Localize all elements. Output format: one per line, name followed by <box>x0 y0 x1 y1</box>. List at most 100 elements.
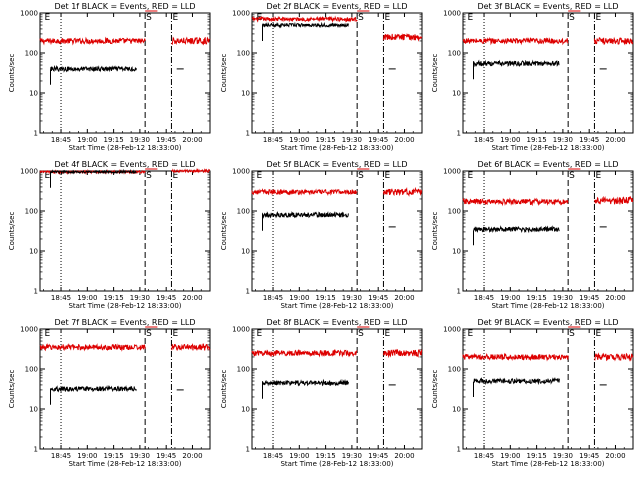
y-axis-label: Counts/sec <box>220 370 228 409</box>
x-tick-label: 20:00 <box>605 136 625 144</box>
x-axis-label: Start Time (28-Feb-12 18:33:00) <box>68 302 181 310</box>
x-axis-label: Start Time (28-Feb-12 18:33:00) <box>68 460 181 468</box>
event-marker-label: E <box>257 329 263 339</box>
lld-series-line <box>171 36 211 46</box>
y-tick-label: 1000 <box>232 168 250 176</box>
lld-series-line <box>382 186 423 197</box>
y-tick-label: 1000 <box>232 10 250 18</box>
x-tick-label: 19:30 <box>553 452 573 460</box>
x-tick-label: 19:45 <box>156 452 176 460</box>
y-tick-label: 10 <box>29 406 38 414</box>
chart-title: Det 1f BLACK = Events, RED = LLD <box>54 2 195 11</box>
y-tick-label: 100 <box>237 208 250 216</box>
x-tick-label: 20:00 <box>182 294 202 302</box>
x-tick-label: 19:15 <box>104 136 124 144</box>
x-tick-label: 19:00 <box>77 136 97 144</box>
x-tick-label: 20:00 <box>394 294 414 302</box>
lld-series-line <box>39 36 146 46</box>
lld-series-line <box>251 348 358 358</box>
event-marker-label: E <box>45 171 51 181</box>
event-marker-label: E <box>468 171 474 181</box>
x-tick-label: 19:45 <box>368 136 388 144</box>
x-axis-label: Start Time (28-Feb-12 18:33:00) <box>491 460 604 468</box>
lld-series-line <box>171 167 211 174</box>
x-tick-label: 19:30 <box>342 452 362 460</box>
x-tick-label: 20:00 <box>394 452 414 460</box>
y-tick-label: 1 <box>246 288 250 296</box>
event-marker-label: S <box>146 329 152 339</box>
event-marker-label: E <box>172 171 178 181</box>
x-tick-label: 19:45 <box>368 452 388 460</box>
x-tick-label: 19:15 <box>104 452 124 460</box>
events-series-line <box>262 378 349 399</box>
y-tick-label: 1 <box>34 130 38 138</box>
lld-series-line <box>594 352 634 362</box>
x-tick-label: 19:30 <box>130 452 150 460</box>
y-tick-label: 1000 <box>232 326 250 334</box>
lld-series-line <box>251 15 358 23</box>
event-marker-label: E <box>595 171 601 181</box>
chart-title: Det 2f BLACK = Events, RED = LLD <box>266 2 407 11</box>
y-tick-label: 10 <box>452 90 461 98</box>
events-series-line <box>473 59 560 80</box>
y-tick-label: 1 <box>457 446 461 454</box>
y-tick-label: 1 <box>457 130 461 138</box>
chart-title: Det 3f BLACK = Events, RED = LLD <box>477 2 618 11</box>
lld-series-line <box>462 197 569 207</box>
lld-series-line <box>462 352 569 362</box>
y-tick-label: 100 <box>25 366 38 374</box>
x-axis-label: Start Time (28-Feb-12 18:33:00) <box>491 302 604 310</box>
y-axis-label: Counts/sec <box>8 54 16 93</box>
event-marker-label: E <box>468 13 474 23</box>
chart-panel: Det 4f BLACK = Events, RED = LLD 1 10 100 10… <box>8 160 211 310</box>
event-marker-label: E <box>384 171 390 181</box>
plot-frame <box>251 170 423 292</box>
y-tick-label: 100 <box>448 208 461 216</box>
event-marker-label: E <box>595 13 601 23</box>
x-tick-label: 19:45 <box>579 294 599 302</box>
x-tick-label: 18:45 <box>474 294 494 302</box>
event-marker-label: S <box>146 171 152 181</box>
y-tick-label: 10 <box>452 248 461 256</box>
event-marker-label: S <box>358 329 364 339</box>
plot-frame <box>39 328 211 450</box>
x-tick-label: 19:15 <box>527 136 547 144</box>
events-series-line <box>473 225 560 246</box>
x-tick-label: 19:00 <box>500 136 520 144</box>
y-tick-label: 100 <box>237 50 250 58</box>
lld-series-line <box>170 343 211 352</box>
x-tick-label: 20:00 <box>605 452 625 460</box>
chart-panel: Det 8f BLACK = Events, RED = LLD 1 10 100 10… <box>220 318 423 468</box>
y-tick-label: 1 <box>34 288 38 296</box>
chart-title: Det 7f BLACK = Events, RED = LLD <box>54 318 195 327</box>
plot-frame <box>462 12 634 134</box>
x-tick-label: 18:45 <box>474 452 494 460</box>
plot-frame <box>251 328 423 450</box>
chart-panel: Det 5f BLACK = Events, RED = LLD 1 10 100 10… <box>220 160 423 310</box>
y-tick-label: 1000 <box>443 326 461 334</box>
x-tick-label: 19:45 <box>156 294 176 302</box>
x-tick-label: 19:45 <box>368 294 388 302</box>
x-axis-label: Start Time (28-Feb-12 18:33:00) <box>491 144 604 152</box>
event-marker-label: E <box>468 329 474 339</box>
event-marker-label: E <box>384 329 390 339</box>
y-axis-label: Counts/sec <box>8 212 16 251</box>
x-axis-label: Start Time (28-Feb-12 18:33:00) <box>280 302 393 310</box>
y-axis-label: Counts/sec <box>431 54 439 93</box>
x-tick-label: 18:45 <box>51 452 71 460</box>
y-tick-label: 10 <box>241 90 250 98</box>
y-tick-label: 1 <box>246 130 250 138</box>
y-axis-label: Counts/sec <box>431 370 439 409</box>
events-series-line <box>262 21 349 41</box>
lld-series-line <box>594 195 634 205</box>
plot-frame <box>462 328 634 450</box>
y-tick-label: 1000 <box>443 10 461 18</box>
event-marker-label: E <box>45 329 51 339</box>
event-marker-label: S <box>146 13 152 23</box>
x-tick-label: 19:00 <box>289 294 309 302</box>
plot-frame <box>462 170 634 292</box>
x-tick-label: 19:15 <box>527 452 547 460</box>
chart-title: Det 8f BLACK = Events, RED = LLD <box>266 318 407 327</box>
events-series-line <box>262 210 349 231</box>
